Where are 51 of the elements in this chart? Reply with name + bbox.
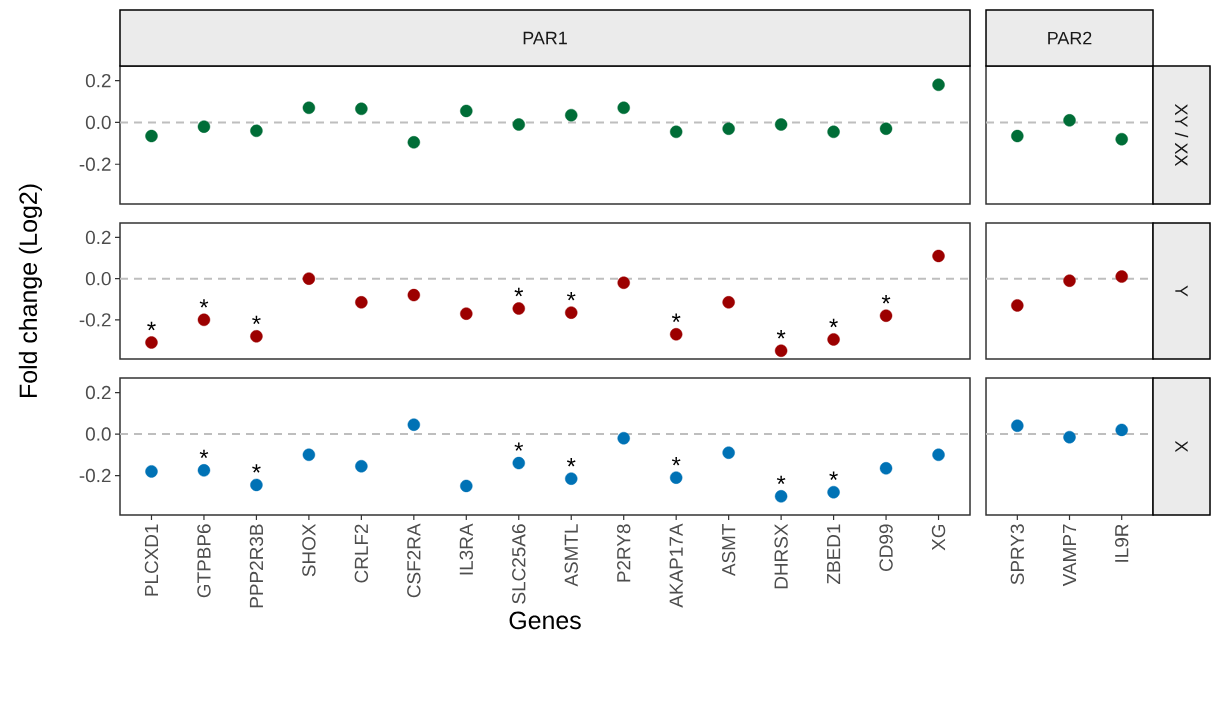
y-tick-label: 0.2	[85, 73, 111, 88]
annotation: *	[829, 471, 838, 480]
x-tick-label: ASMTL	[564, 524, 578, 587]
annotation: *	[514, 442, 524, 451]
y-tick-label: 0.0	[85, 271, 111, 286]
y-tick-label: 0.2	[85, 230, 111, 245]
x-tick-label: CD99	[879, 524, 893, 571]
y2-axis-title: X	[1175, 440, 1188, 453]
x-tick-label: SHOX	[302, 523, 316, 577]
y-tick-label: 0.2	[85, 385, 111, 400]
y-tick-label: -0.2	[79, 157, 111, 171]
y-axis-title: Fold change (Log2)	[18, 184, 43, 397]
annotation: *	[671, 456, 681, 466]
x-tick-label: AKAP17A	[669, 523, 683, 608]
x-tick-label: IL9R	[1115, 524, 1129, 562]
y2-axis-title: XY / XX	[1174, 104, 1189, 167]
chart-title: PAR1	[523, 31, 567, 45]
x-tick-label: GTPBP6	[197, 524, 211, 598]
x-tick-label: VAMP7	[1063, 524, 1077, 587]
annotation: *	[252, 464, 261, 473]
x-tick-label: ZBED1	[827, 524, 841, 584]
y2-axis-title: Y	[1175, 285, 1188, 297]
x-tick-label: SLC25A6	[512, 524, 526, 604]
annotation: *	[566, 291, 576, 301]
annotation: *	[776, 475, 786, 485]
x-tick-label: PLCXD1	[144, 524, 159, 596]
annotation: *	[199, 449, 209, 459]
annotation: *	[671, 313, 681, 323]
x-axis-title: Genes	[509, 611, 581, 630]
x-tick-label: CRLF2	[354, 524, 369, 583]
x-tick-label: SPRY3	[1010, 524, 1025, 585]
x-tick-label: XG	[931, 524, 946, 551]
x-tick-label: PPP2R3B	[249, 524, 264, 608]
y-tick-label: 0.0	[85, 115, 111, 130]
annotation: *	[199, 299, 209, 308]
annotation: *	[147, 321, 156, 331]
annotation: *	[776, 330, 786, 339]
x-tick-label: IL3RA	[459, 523, 474, 575]
annotation: *	[566, 458, 576, 467]
x-tick-label: CSF2RA	[407, 523, 421, 598]
y-tick-label: -0.2	[79, 468, 111, 483]
annotation: *	[514, 287, 524, 297]
x-tick-label: P2RY8	[617, 524, 631, 582]
annotation: *	[252, 315, 261, 325]
chart-title: PAR2	[1048, 31, 1092, 45]
annotation: *	[829, 318, 838, 328]
annotation: *	[881, 295, 891, 304]
y-tick-label: 0.0	[85, 427, 111, 441]
y-tick-label: -0.2	[79, 313, 111, 327]
x-tick-label: DHRSX	[774, 523, 788, 589]
x-tick-label: ASMT	[721, 523, 736, 577]
